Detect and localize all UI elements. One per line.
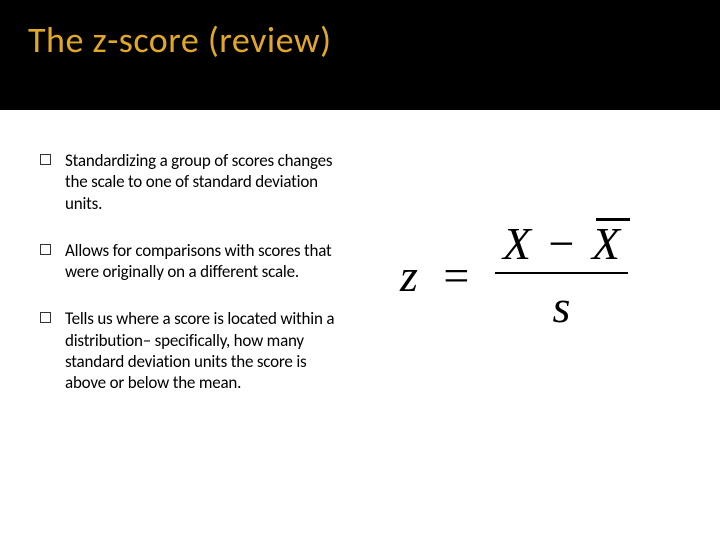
overbar-icon bbox=[596, 218, 630, 221]
numerator-x: X bbox=[503, 218, 531, 269]
bullet-text: Tells us where a score is located within… bbox=[65, 308, 350, 393]
bullet-text: Allows for comparisons with scores that … bbox=[65, 240, 350, 283]
list-item: Tells us where a score is located within… bbox=[40, 308, 350, 393]
square-bullet-icon bbox=[40, 312, 51, 323]
numerator-xbar: X bbox=[592, 220, 620, 268]
formula-fraction: X − X s bbox=[495, 220, 628, 330]
square-bullet-icon bbox=[40, 244, 51, 255]
slide-content: Standardizing a group of scores changes … bbox=[0, 110, 720, 540]
slide-header: The z-score (review) bbox=[0, 0, 720, 110]
list-item: Standardizing a group of scores changes … bbox=[40, 150, 350, 214]
formula-panel: z = X − X s bbox=[370, 110, 720, 540]
formula-numerator: X − X bbox=[495, 220, 628, 274]
formula-lhs: z bbox=[400, 249, 418, 302]
square-bullet-icon bbox=[40, 154, 51, 165]
slide-title: The z-score (review) bbox=[28, 18, 720, 62]
numerator-minus: − bbox=[548, 218, 574, 269]
zscore-formula: z = X − X s bbox=[400, 220, 628, 330]
numerator-xbar-x: X bbox=[592, 218, 620, 269]
bullet-list: Standardizing a group of scores changes … bbox=[0, 110, 370, 540]
bullet-text: Standardizing a group of scores changes … bbox=[65, 150, 350, 214]
formula-equals: = bbox=[443, 249, 469, 302]
formula-denominator: s bbox=[495, 274, 628, 330]
list-item: Allows for comparisons with scores that … bbox=[40, 240, 350, 283]
